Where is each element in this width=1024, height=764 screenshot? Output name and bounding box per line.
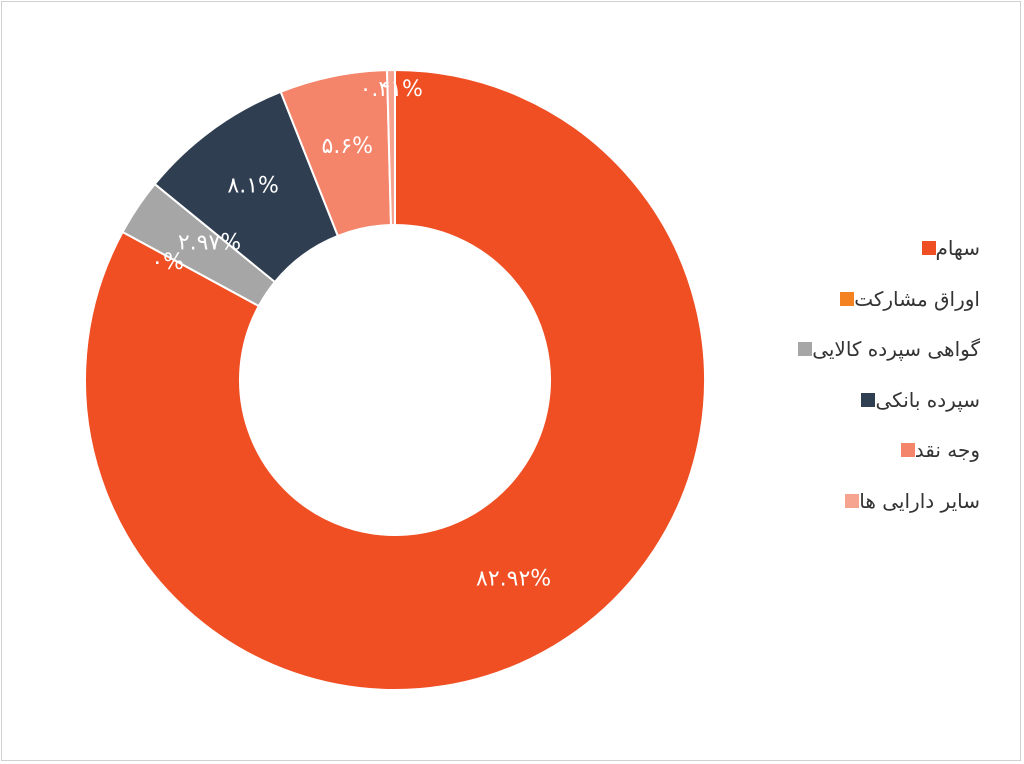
slice-other-assets[interactable] xyxy=(385,68,396,227)
donut-slices xyxy=(84,68,706,691)
legend-item-bank-deposits[interactable]: سپرده بانکی xyxy=(800,387,980,413)
legend-label: سهام xyxy=(935,236,980,260)
data-labels: ۸۲.۹۲% ۰%۲.۹۷% ۸.۱% ۵.۶% ۰.۴۱% xyxy=(151,77,551,591)
legend-item-participation-bonds[interactable]: اوراق مشارکت xyxy=(800,286,980,312)
legend-item-commodity-certificates[interactable]: گواهی سپرده کالایی xyxy=(798,336,980,362)
legend-item-other-assets[interactable]: سایر دارایی ها xyxy=(800,488,980,514)
legend-swatch xyxy=(921,241,936,255)
data-label: ۸.۱% xyxy=(227,173,279,198)
legend-swatch xyxy=(845,493,860,508)
legend-label: وجه نقد xyxy=(914,438,980,463)
legend-swatch xyxy=(900,443,915,458)
data-label: ۵.۶% xyxy=(322,134,374,159)
legend-swatch xyxy=(840,291,855,306)
legend-label: سایر دارایی ها xyxy=(859,488,980,513)
legend-item-cash[interactable]: وجه نقد xyxy=(800,437,980,463)
data-label: ۰.۴۱% xyxy=(360,77,423,102)
legend-label: سپرده بانکی xyxy=(875,387,980,412)
legend-label: اوراق مشارکت xyxy=(854,286,980,311)
legend: سهام اوراق مشارکت گواهی سپرده کالایی سپر… xyxy=(798,235,980,539)
donut-hole xyxy=(241,226,549,534)
legend-item-stocks[interactable]: سهام xyxy=(800,235,980,261)
legend-swatch xyxy=(861,392,876,407)
legend-label: گواهی سپرده کالایی xyxy=(812,337,980,362)
legend-swatch xyxy=(798,342,813,357)
data-label: ۸۲.۹۲% xyxy=(476,566,551,591)
data-label: ۰% xyxy=(151,250,184,275)
slice-stocks[interactable] xyxy=(84,68,706,691)
data-label: ۲.۹۷% xyxy=(178,231,241,256)
